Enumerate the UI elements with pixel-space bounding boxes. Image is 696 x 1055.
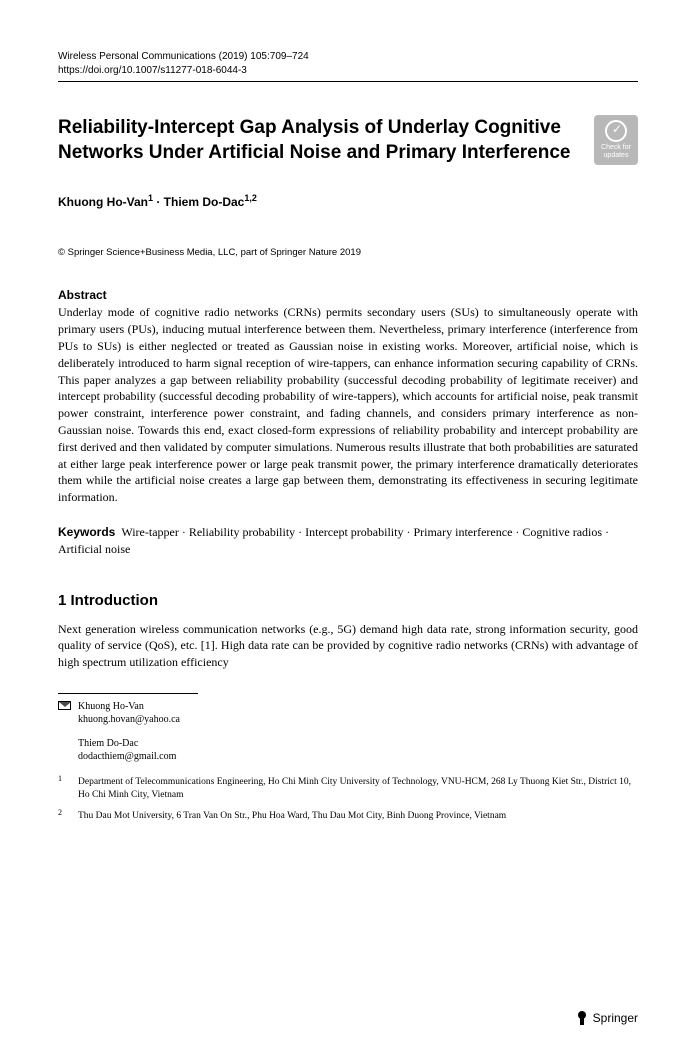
corr-name-1: Khuong Ho-Van: [78, 701, 144, 712]
section-1-heading: 1 Introduction: [58, 592, 638, 609]
journal-meta: Wireless Personal Communications (2019) …: [58, 50, 638, 77]
copyright-line: © Springer Science+Business Media, LLC, …: [58, 247, 638, 258]
rule-top: [58, 81, 638, 82]
corr-email-1: khuong.hovan@yahoo.ca: [78, 714, 180, 725]
keywords-label: Keywords: [58, 525, 115, 539]
publisher-mark: Springer: [575, 1011, 638, 1025]
authors-line: Khuong Ho-Van1 · Thiem Do-Dac1,2: [58, 193, 638, 209]
corr-name-2: Thiem Do-Dac: [78, 738, 138, 749]
affiliation-1: 1 Department of Telecommunications Engin…: [58, 776, 638, 802]
section-1-para: Next generation wireless communication n…: [58, 621, 638, 671]
springer-horse-icon: [575, 1011, 589, 1025]
publisher-name: Springer: [593, 1011, 638, 1025]
badge-text2: updates: [604, 152, 629, 160]
crossmark-badge[interactable]: Check for updates: [594, 115, 638, 165]
paper-title: Reliability-Intercept Gap Analysis of Un…: [58, 116, 638, 165]
affil-text-1: Department of Telecommunications Enginee…: [78, 777, 631, 800]
corresponding-author-2: Thiem Do-Dac dodacthiem@gmail.com: [58, 737, 638, 764]
journal-line: Wireless Personal Communications (2019) …: [58, 50, 638, 64]
check-icon: [605, 120, 627, 142]
corr-email-2: dodacthiem@gmail.com: [78, 751, 176, 762]
mail-icon: [58, 701, 71, 710]
affil-num-1: 1: [58, 774, 62, 785]
corresponding-author-1: Khuong Ho-Van khuong.hovan@yahoo.ca: [58, 700, 638, 727]
doi-line: https://doi.org/10.1007/s11277-018-6044-…: [58, 64, 638, 78]
keywords-block: Keywords Wire-tapper · Reliability proba…: [58, 524, 638, 558]
affiliation-2: 2 Thu Dau Mot University, 6 Tran Van On …: [58, 810, 638, 823]
affil-num-2: 2: [58, 808, 62, 819]
abstract-text: Underlay mode of cognitive radio network…: [58, 304, 638, 506]
keywords-text: Wire-tapper · Reliability probability · …: [58, 525, 609, 556]
badge-text1: Check for: [601, 144, 631, 152]
affil-text-2: Thu Dau Mot University, 6 Tran Van On St…: [78, 811, 506, 821]
abstract-label: Abstract: [58, 288, 638, 302]
footnote-rule: [58, 693, 198, 694]
